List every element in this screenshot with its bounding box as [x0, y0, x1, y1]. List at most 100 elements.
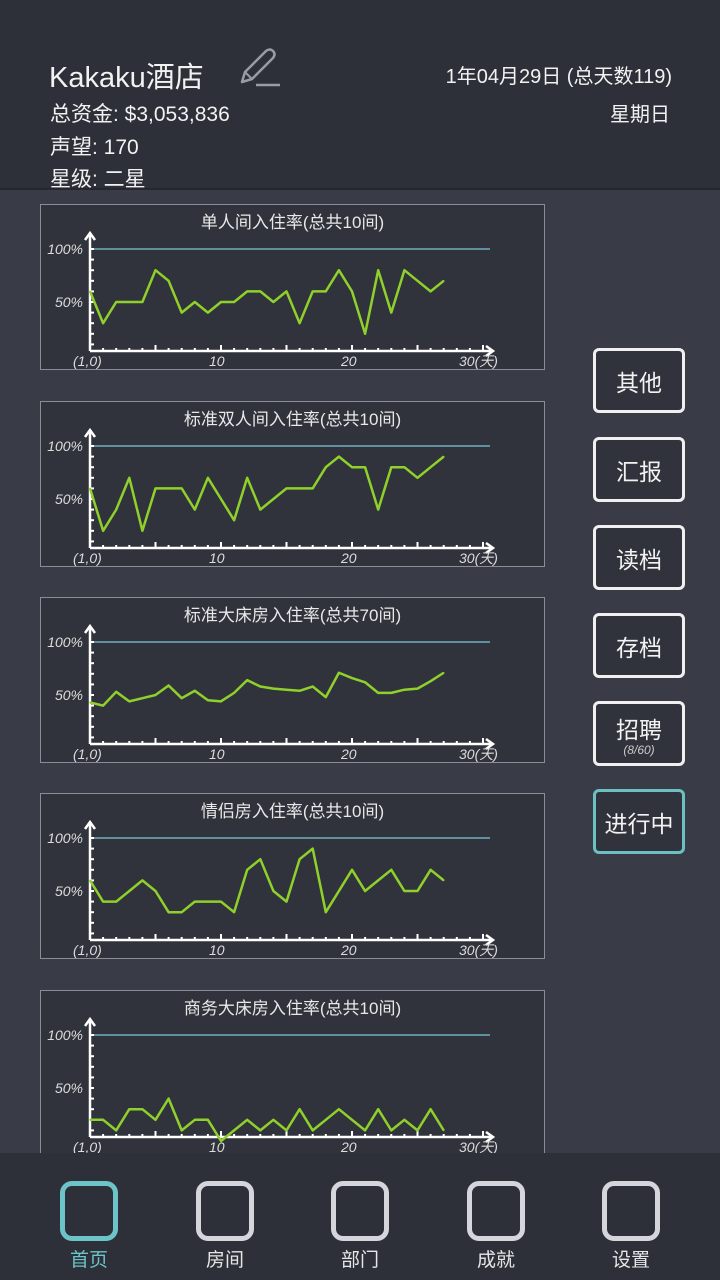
- data-point: [285, 688, 288, 691]
- data-point: [377, 1108, 380, 1110]
- data-point: [194, 301, 196, 303]
- data-point: [416, 687, 419, 690]
- data-point: [272, 687, 275, 690]
- data-point: [351, 677, 353, 679]
- data-point: [377, 269, 380, 271]
- data-point: [180, 487, 183, 490]
- data-point: [298, 487, 301, 490]
- other-button[interactable]: 其他: [593, 348, 685, 413]
- data-point: [141, 301, 144, 303]
- data-point: [154, 890, 157, 892]
- edit-pencil-icon[interactable]: [236, 46, 282, 90]
- report-button[interactable]: 汇报: [593, 437, 685, 502]
- data-point: [259, 685, 262, 688]
- data-point: [442, 455, 445, 458]
- settings-icon: [602, 1181, 660, 1241]
- data-point: [285, 1129, 288, 1132]
- data-point: [259, 858, 262, 860]
- y-tick-label: 50%: [55, 687, 83, 703]
- data-point: [233, 301, 235, 303]
- data-point: [180, 311, 183, 314]
- data-point: [298, 689, 301, 692]
- x-tick-label: 20: [340, 746, 357, 762]
- x-tick-label: 30(天): [459, 550, 498, 566]
- data-point: [416, 280, 419, 282]
- x-tick-label: 20: [340, 1139, 357, 1155]
- data-point: [442, 879, 445, 882]
- data-point: [102, 1119, 104, 1121]
- y-tick-label: 100%: [47, 438, 83, 454]
- chart-title: 单人间入住率(总共10间): [200, 213, 385, 232]
- data-point: [325, 1119, 327, 1121]
- data-point: [272, 1119, 275, 1121]
- data-point: [429, 1108, 432, 1110]
- x-tick-label: 20: [340, 353, 357, 369]
- nav-departments[interactable]: 部门: [320, 1181, 400, 1272]
- data-point: [207, 311, 209, 314]
- data-point: [194, 1119, 196, 1121]
- nav-achievements[interactable]: 成就: [456, 1181, 536, 1272]
- data-point: [233, 692, 235, 694]
- data-point: [390, 1129, 393, 1132]
- y-axis-arrow: [83, 1016, 97, 1027]
- data-point: [403, 688, 406, 691]
- data-point: [403, 466, 406, 468]
- data-point: [416, 1129, 419, 1132]
- data-point: [311, 847, 314, 850]
- nav-achievements-label: 成就: [476, 1250, 515, 1271]
- data-point: [390, 466, 393, 468]
- data-point: [351, 466, 353, 468]
- data-point: [259, 508, 262, 511]
- occupancy-chart: 标准双人间入住率(总共10间) 100% 50% (1,0) 10 20 30(天): [40, 401, 545, 567]
- data-point: [115, 508, 117, 511]
- data-point: [390, 869, 393, 871]
- bottom-nav: 首页 房间 部门 成就 设置: [0, 1153, 720, 1280]
- data-point: [167, 487, 170, 490]
- chart-title: 商务大床房入住率(总共10间): [183, 999, 402, 1018]
- data-point: [220, 498, 222, 500]
- occupancy-line: [90, 1097, 445, 1143]
- data-point: [351, 869, 353, 871]
- in-progress-button[interactable]: 进行中: [593, 789, 685, 854]
- data-point: [351, 290, 353, 293]
- occupancy-line: [88, 847, 445, 914]
- data-point: [285, 487, 288, 490]
- data-point: [115, 1129, 117, 1132]
- data-point: [128, 301, 131, 303]
- x-tick-label: 30(天): [459, 942, 498, 958]
- nav-settings[interactable]: 设置: [591, 1181, 671, 1272]
- data-point: [141, 1108, 144, 1110]
- chart-plot: 100% 50% (1,0) 10 20 30(天): [47, 1016, 498, 1155]
- nav-rooms[interactable]: 房间: [185, 1181, 265, 1272]
- y-axis-arrow: [83, 623, 97, 634]
- other-label: 其他: [616, 369, 662, 396]
- data-point: [364, 890, 366, 892]
- y-axis-arrow: [83, 427, 97, 438]
- data-point: [246, 869, 248, 871]
- hotel-name: Kakaku酒店: [49, 62, 204, 94]
- data-point: [128, 477, 131, 479]
- x-tick-label: 20: [340, 942, 357, 958]
- data-point: [364, 681, 366, 684]
- data-point: [403, 1119, 406, 1121]
- x-tick-label: 30(天): [459, 1139, 498, 1155]
- x-tick-label: (1,0): [73, 1139, 102, 1155]
- data-point: [364, 1129, 366, 1132]
- nav-settings-label: 设置: [611, 1250, 650, 1271]
- x-tick-label: 10: [209, 746, 225, 762]
- game-date: 1年04月29日 (总天数119): [445, 66, 672, 88]
- nav-rooms-label: 房间: [205, 1250, 244, 1271]
- save-button[interactable]: 存档: [593, 613, 685, 678]
- y-tick-label: 50%: [55, 491, 83, 507]
- data-point: [311, 1129, 314, 1132]
- data-point: [298, 322, 301, 324]
- nav-home[interactable]: 首页: [49, 1181, 129, 1272]
- data-point: [246, 477, 248, 479]
- y-tick-label: 50%: [55, 294, 83, 310]
- data-point: [246, 679, 248, 681]
- recruit-button[interactable]: 招聘 (8/60): [593, 701, 685, 766]
- data-point: [429, 680, 432, 683]
- x-axis-arrow: [485, 933, 496, 947]
- x-tick-label: (1,0): [73, 942, 102, 958]
- load-save-button[interactable]: 读档: [593, 525, 685, 590]
